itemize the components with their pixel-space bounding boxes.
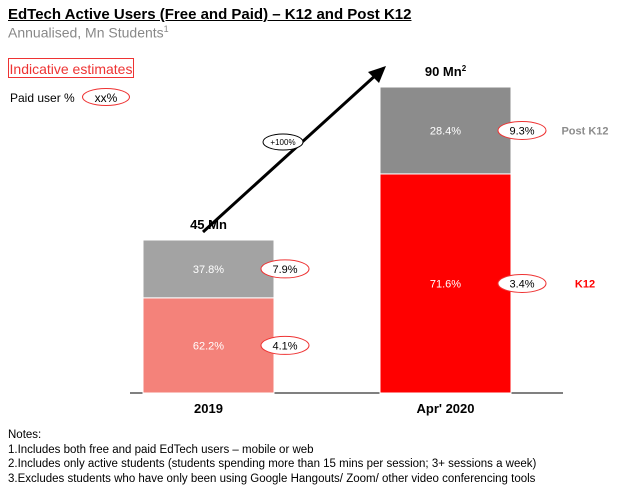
bar-segment-post-k12 [142, 239, 275, 299]
legend-paid-oval: xx% [82, 88, 130, 106]
note-3: 3.Excludes students who have only been u… [8, 472, 536, 485]
paid-label: 7.9% [272, 264, 297, 276]
paid-oval [260, 259, 310, 279]
notes-heading: Notes: [8, 429, 42, 441]
growth-arrow [201, 72, 379, 234]
share-label: 28.4% [430, 125, 461, 137]
indicative-estimates-box: Indicative estimates [8, 58, 134, 78]
paid-oval [260, 335, 310, 355]
bar-segment-k12 [142, 297, 275, 394]
paid-label: 4.1% [272, 340, 297, 352]
category-label: Apr' 2020 [416, 401, 474, 416]
growth-label: +100% [270, 138, 295, 147]
note-2: 2.Includes only active students (student… [8, 458, 537, 470]
notes: Notes: 1.Includes both free and paid EdT… [8, 428, 536, 486]
series-label: K12 [575, 278, 595, 290]
share-label: 37.8% [193, 264, 224, 276]
category-label: 2019 [194, 401, 223, 416]
paid-label: 3.4% [509, 278, 534, 290]
total-label: 90 Mn2 [425, 64, 467, 79]
stacked-bar-chart: 62.2% 4.1% 37.8% 7.9% 45 Mn 2019 71.6% 3.4% K12 2… [130, 64, 609, 416]
paid-label: 9.3% [509, 125, 534, 137]
note-1: 1.Includes both free and paid EdTech use… [8, 443, 314, 456]
growth-oval [262, 133, 304, 151]
chart-title: EdTech Active Users (Free and Paid) – K1… [8, 6, 412, 23]
total-label: 45 Mn [190, 217, 227, 232]
chart-subtitle: Annualised, Mn Students1 [8, 24, 169, 41]
share-label: 71.6% [430, 278, 461, 290]
arrow-head-icon [368, 66, 386, 83]
share-label: 62.2% [193, 340, 224, 352]
subtitle-text: Annualised, Mn Students [8, 24, 164, 41]
paid-oval [497, 120, 547, 140]
legend-paid-label: Paid user % [10, 91, 75, 105]
subtitle-footnote: 1 [163, 24, 169, 34]
paid-oval [497, 273, 547, 293]
series-label: Post K12 [561, 125, 608, 137]
